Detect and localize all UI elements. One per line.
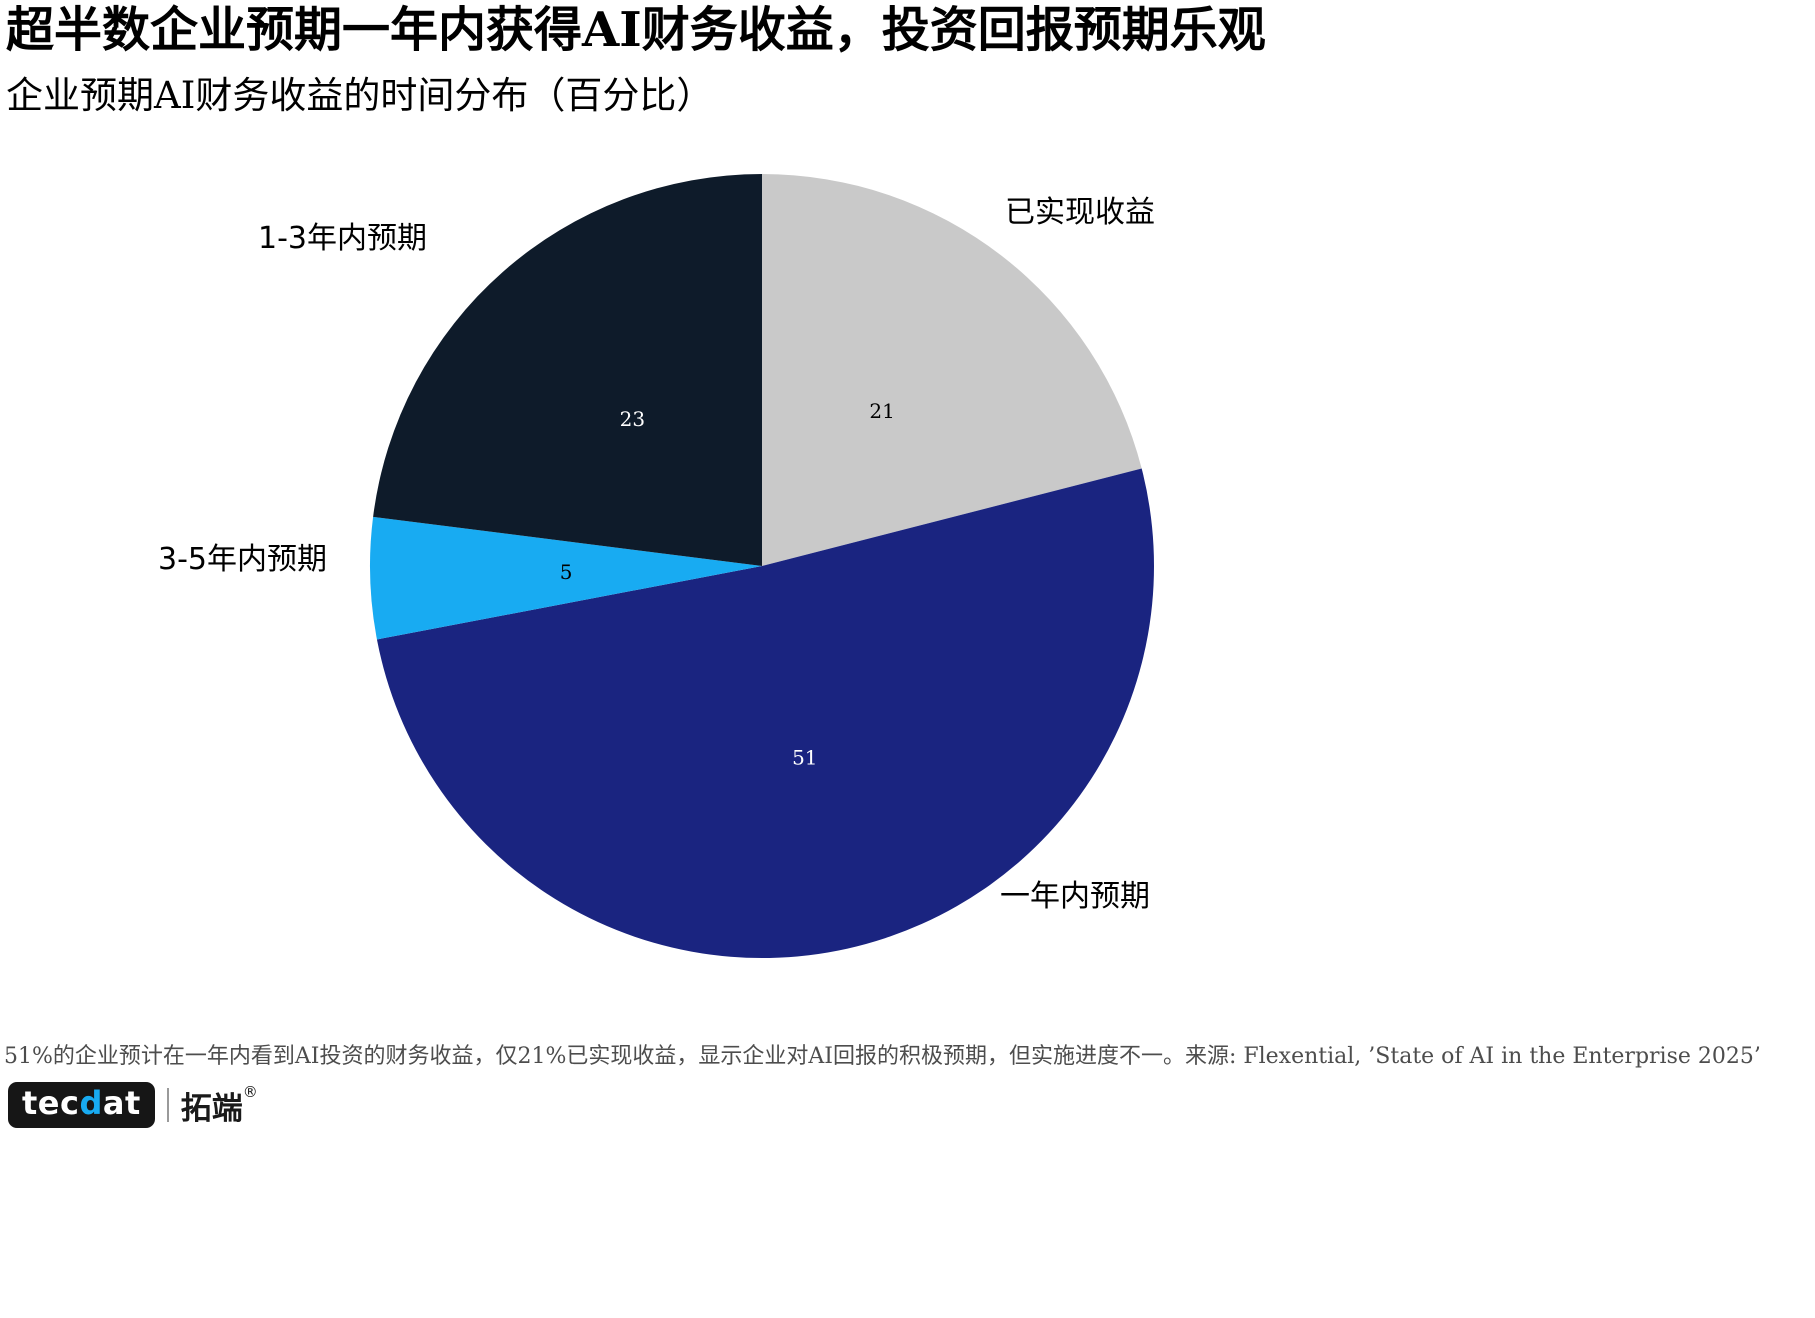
pie-slice-1 xyxy=(376,468,1155,959)
logo-text-pre: tec xyxy=(22,1084,80,1122)
pie-slice-0 xyxy=(762,174,1142,566)
pie-slice-2 xyxy=(369,516,762,640)
logo: tec d at 拓端 ® xyxy=(8,1082,258,1129)
logo-divider xyxy=(166,1088,169,1123)
pie-slice-3 xyxy=(373,174,762,566)
pie-label-3-5-years: 3-5年内预期 xyxy=(158,542,327,577)
logo-text-post: at xyxy=(102,1084,141,1122)
registered-mark: ® xyxy=(242,1082,258,1101)
footnote: 51%的企业预计在一年内看到AI投资的财务收益，仅21%已实现收益，显示企业对A… xyxy=(4,1044,1761,1069)
pie-label-1-3-years: 1-3年内预期 xyxy=(258,221,427,256)
logo-text-accent: d xyxy=(79,1084,103,1122)
pie-label-realized-returns: 已实现收益 xyxy=(1005,195,1155,230)
tecdat-logo-badge: tec d at xyxy=(8,1082,155,1129)
logo-cn-characters: 拓端 xyxy=(180,1090,243,1127)
pie-value-label-3: 23 xyxy=(620,407,645,431)
page-title: 超半数企业预期一年内获得AI财务收益，投资回报预期乐观 xyxy=(6,2,1266,58)
pie-label-within-1-year: 一年内预期 xyxy=(1000,879,1150,914)
pie-svg: 21 51 5 23 xyxy=(369,174,1155,959)
chart-subtitle: 企业预期AI财务收益的时间分布（百分比） xyxy=(6,74,714,117)
pie-value-label-1: 51 xyxy=(792,745,817,769)
logo-cn-text: 拓端 ® xyxy=(181,1083,258,1128)
pie-value-label-2: 5 xyxy=(560,560,573,584)
pie-value-label-0: 21 xyxy=(869,399,894,423)
